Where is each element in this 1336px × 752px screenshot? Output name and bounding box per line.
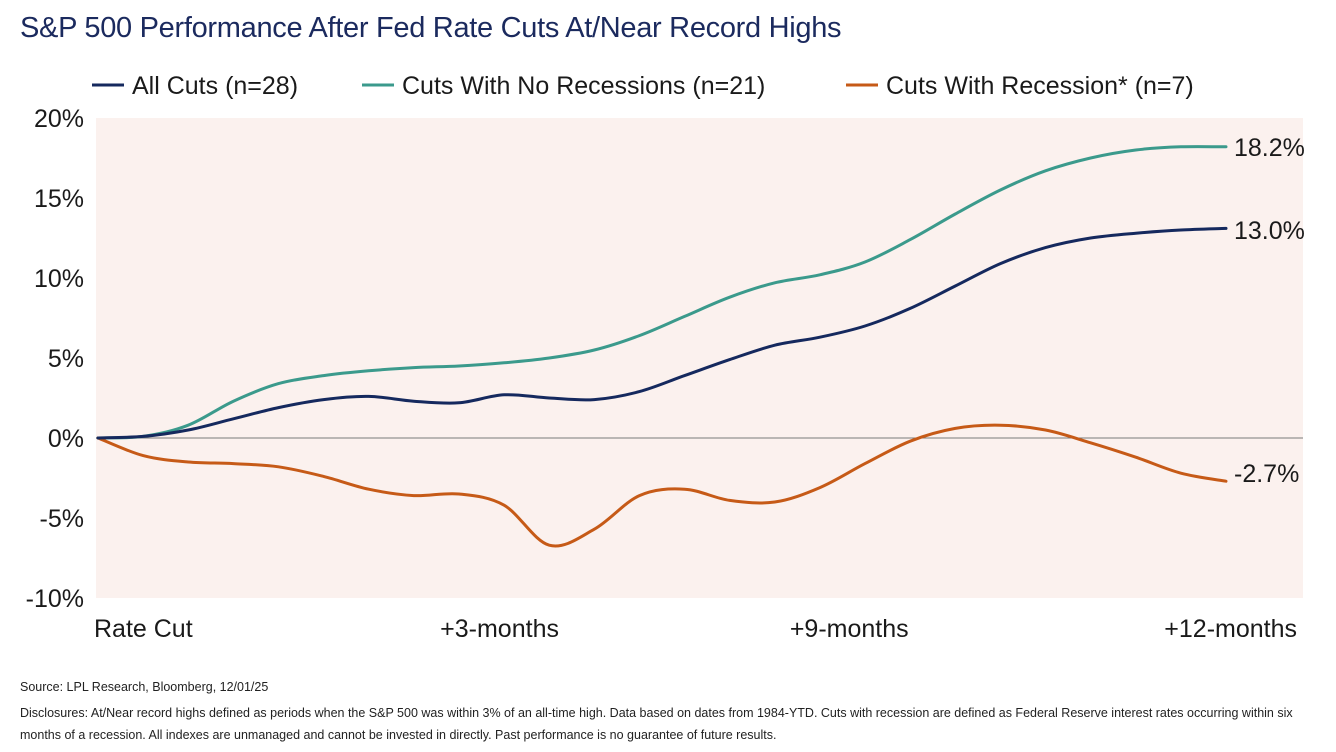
y-tick-label: 10% xyxy=(34,265,84,293)
end-value-labels: 13.0% 18.2% -2.7% xyxy=(1234,134,1305,488)
end-label-no-recession: 18.2% xyxy=(1234,134,1305,162)
x-tick-label: +9-months xyxy=(790,615,909,643)
end-label-all-cuts: 13.0% xyxy=(1234,217,1305,245)
series-lines xyxy=(96,145,1228,548)
disclosures-note: Disclosures: At/Near record highs define… xyxy=(20,706,1293,742)
y-tick-label: -10% xyxy=(26,585,84,613)
y-tick-label: 5% xyxy=(48,345,84,373)
end-label-recession: -2.7% xyxy=(1234,460,1299,488)
x-tick-label: Rate Cut xyxy=(94,615,193,643)
y-tick-label: 20% xyxy=(34,105,84,133)
x-axis-tick-labels: Rate Cut +3-months +9-months +12-months xyxy=(94,615,1297,643)
line-chart: All Cuts (n=28) Cuts With No Recessions (… xyxy=(26,72,1305,643)
legend-label: Cuts With Recession* (n=7) xyxy=(886,72,1194,100)
x-tick-label: +12-months xyxy=(1164,615,1297,643)
legend-label: All Cuts (n=28) xyxy=(132,72,298,100)
plot-background xyxy=(96,118,1303,598)
legend-item-all-cuts: All Cuts (n=28) xyxy=(92,72,298,100)
y-tick-label: 15% xyxy=(34,185,84,213)
legend-item-recession: Cuts With Recession* (n=7) xyxy=(846,72,1194,100)
series-line-recession xyxy=(96,423,1228,548)
source-note: Source: LPL Research, Bloomberg, 12/01/2… xyxy=(20,680,269,694)
y-tick-label: 0% xyxy=(48,425,84,453)
series-line-no-recession xyxy=(96,145,1228,440)
chart-title: S&P 500 Performance After Fed Rate Cuts … xyxy=(20,12,842,44)
y-tick-label: -5% xyxy=(40,505,84,533)
x-tick-label: +3-months xyxy=(440,615,559,643)
y-axis-tick-labels: 20% 15% 10% 5% 0% -5% -10% xyxy=(26,105,84,613)
legend-item-no-recession: Cuts With No Recessions (n=21) xyxy=(362,72,765,100)
legend: All Cuts (n=28) Cuts With No Recessions (… xyxy=(92,72,1194,100)
series-line-all-cuts xyxy=(96,226,1228,440)
legend-label: Cuts With No Recessions (n=21) xyxy=(402,72,765,100)
